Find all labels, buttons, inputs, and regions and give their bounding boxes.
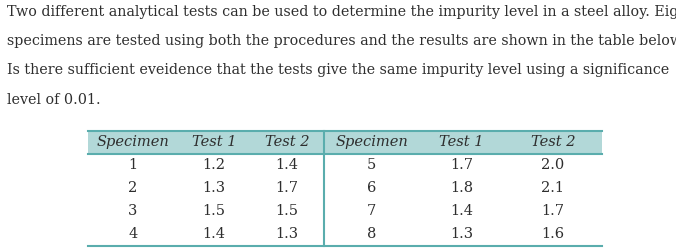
Text: 2: 2 [128, 181, 137, 195]
Text: 1.7: 1.7 [450, 158, 473, 172]
Text: 6: 6 [367, 181, 377, 195]
Text: Test 1: Test 1 [191, 135, 236, 149]
Text: Test 2: Test 2 [265, 135, 309, 149]
Text: 1.5: 1.5 [202, 204, 225, 218]
Text: 3: 3 [128, 204, 137, 218]
Text: 1.3: 1.3 [275, 227, 299, 241]
Text: Test 1: Test 1 [439, 135, 484, 149]
Text: Specimen: Specimen [335, 135, 408, 149]
Text: 2.0: 2.0 [541, 158, 564, 172]
Text: Two different analytical tests can be used to determine the impurity level in a : Two different analytical tests can be us… [7, 5, 676, 19]
Text: 7: 7 [367, 204, 377, 218]
Text: 1.7: 1.7 [275, 181, 299, 195]
Text: Test 2: Test 2 [531, 135, 575, 149]
Text: level of 0.01.: level of 0.01. [7, 93, 100, 107]
Text: 1.8: 1.8 [450, 181, 473, 195]
Text: Specimen: Specimen [97, 135, 169, 149]
Text: specimens are tested using both the procedures and the results are shown in the : specimens are tested using both the proc… [7, 34, 676, 48]
Text: 2.1: 2.1 [541, 181, 564, 195]
Text: 1.4: 1.4 [450, 204, 473, 218]
Text: 4: 4 [128, 227, 137, 241]
Text: 1.6: 1.6 [541, 227, 564, 241]
Text: 5: 5 [367, 158, 377, 172]
Text: 1.4: 1.4 [275, 158, 299, 172]
Text: 1.3: 1.3 [202, 181, 225, 195]
Text: 1.3: 1.3 [450, 227, 473, 241]
Text: 1.4: 1.4 [202, 227, 225, 241]
Text: 1: 1 [128, 158, 137, 172]
Text: Is there sufficient eveidence that the tests give the same impurity level using : Is there sufficient eveidence that the t… [7, 63, 669, 77]
Bar [88, 131, 602, 154]
Text: 1.2: 1.2 [202, 158, 225, 172]
Text: 1.7: 1.7 [541, 204, 564, 218]
Text: 1.5: 1.5 [275, 204, 299, 218]
Text: 8: 8 [367, 227, 377, 241]
